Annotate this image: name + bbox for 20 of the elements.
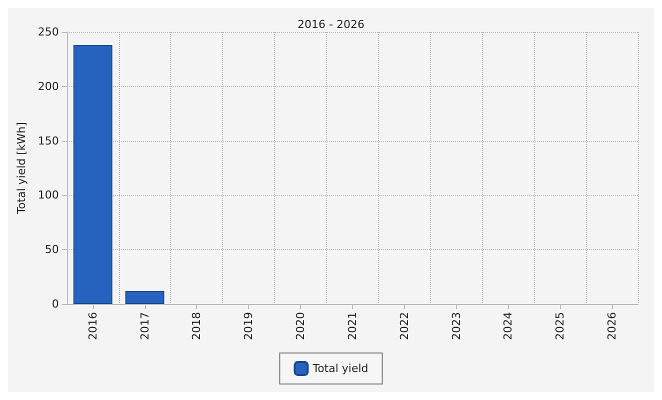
y-tick-label: 0 bbox=[52, 298, 59, 310]
chart-title: 2016 - 2026 bbox=[298, 18, 364, 31]
x-tick-label: 2026 bbox=[606, 312, 619, 340]
legend-label: Total yield bbox=[312, 362, 368, 375]
y-tick-label: 100 bbox=[38, 188, 59, 202]
x-tick-label: 2021 bbox=[346, 312, 359, 340]
x-tick-label: 2018 bbox=[190, 312, 204, 340]
x-tick-label: 2023 bbox=[450, 312, 463, 340]
x-tick-label: 2022 bbox=[398, 312, 411, 340]
y-tick-label: 50 bbox=[44, 243, 59, 256]
y-tick-label: 150 bbox=[38, 134, 59, 148]
x-tick-label: 2017 bbox=[138, 312, 152, 340]
x-tick-label: 2024 bbox=[502, 312, 515, 340]
y-tick-label: 200 bbox=[38, 80, 59, 93]
y-axis-title: Total yield [kWh] bbox=[15, 122, 28, 215]
x-tick-label: 2025 bbox=[554, 312, 567, 340]
y-tick-label: 250 bbox=[38, 26, 59, 38]
x-tick-label: 2016 bbox=[86, 312, 100, 340]
x-tick-label: 2019 bbox=[242, 312, 256, 340]
x-tick-label: 2020 bbox=[294, 312, 308, 340]
